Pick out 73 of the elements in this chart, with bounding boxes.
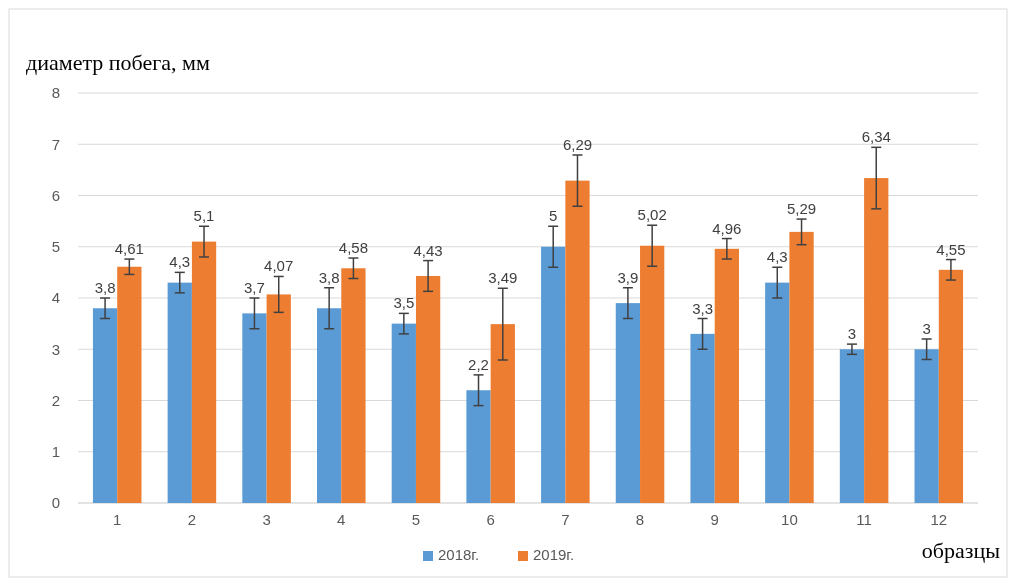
data-label: 5,1 (193, 207, 215, 225)
data-label: 3,49 (488, 269, 518, 287)
data-label: 3,5 (393, 294, 415, 312)
bar (191, 241, 217, 503)
data-label: 6,29 (562, 136, 593, 154)
bar (789, 231, 814, 503)
y-tick-label: 2 (51, 391, 61, 409)
bar (565, 180, 590, 503)
data-label: 3,7 (244, 279, 265, 296)
bar (690, 333, 715, 503)
bar (490, 324, 515, 503)
y-tick-label: 4 (51, 289, 61, 307)
bar (167, 282, 192, 503)
x-tick-label: 2 (187, 511, 197, 528)
x-tick-label: 5 (411, 511, 421, 528)
data-label: 4,43 (413, 241, 443, 259)
data-label: 3 (922, 320, 931, 337)
legend-label: 2018г. (438, 546, 480, 563)
data-label: 4,55 (936, 240, 966, 258)
x-tick-label: 1 (113, 511, 122, 528)
x-tick-label: 12 (930, 511, 948, 528)
bar (765, 282, 790, 503)
bar (341, 268, 366, 503)
y-tick-label: 7 (51, 135, 61, 153)
bar (914, 349, 939, 503)
bar (117, 266, 142, 503)
bar (317, 308, 342, 503)
x-tick-label: 8 (635, 511, 645, 528)
data-label: 4,61 (114, 240, 144, 258)
data-label: 4,58 (338, 239, 369, 257)
bar (415, 275, 441, 503)
y-axis-title: диаметр побега, мм (26, 50, 210, 75)
bar (466, 390, 491, 503)
bar (839, 349, 865, 503)
data-label: 5 (549, 207, 558, 225)
x-tick-label: 10 (781, 511, 798, 528)
x-tick-label: 9 (710, 511, 719, 528)
data-label: 4,3 (766, 248, 788, 266)
data-label: 5,29 (786, 200, 817, 218)
data-label: 4,07 (264, 257, 294, 275)
data-label: 3,3 (692, 299, 714, 317)
y-tick-label: 8 (51, 84, 61, 102)
y-tick-label: 6 (51, 186, 61, 204)
data-label: 3,9 (617, 268, 639, 286)
bar (615, 303, 641, 503)
data-label: 4,3 (169, 253, 191, 271)
x-tick-label: 3 (262, 511, 271, 528)
data-label: 3,8 (94, 279, 116, 296)
bar (242, 313, 267, 503)
y-tick-label: 1 (51, 443, 61, 460)
bar (640, 245, 665, 503)
bar (391, 323, 416, 503)
bar (541, 246, 566, 503)
bar (266, 294, 291, 503)
bar (938, 269, 964, 503)
y-tick-label: 0 (51, 494, 61, 512)
x-tick-label: 6 (486, 511, 495, 528)
bar (864, 178, 889, 503)
x-tick-label: 4 (337, 511, 346, 528)
data-label: 6,34 (861, 128, 891, 146)
data-label: 3,8 (318, 268, 340, 286)
data-label: 3 (847, 325, 857, 343)
data-label: 2,2 (468, 355, 489, 373)
y-tick-label: 5 (51, 238, 61, 255)
bar (92, 308, 118, 503)
x-axis-title: образцы (921, 538, 1001, 563)
x-tick-label: 7 (561, 511, 570, 528)
bar (714, 248, 739, 503)
x-tick-label: 11 (856, 511, 872, 528)
data-label: 4,96 (712, 219, 742, 237)
legend-label: 2019г. (533, 546, 575, 563)
data-label: 5,02 (637, 206, 667, 224)
y-tick-label: 3 (51, 340, 61, 358)
